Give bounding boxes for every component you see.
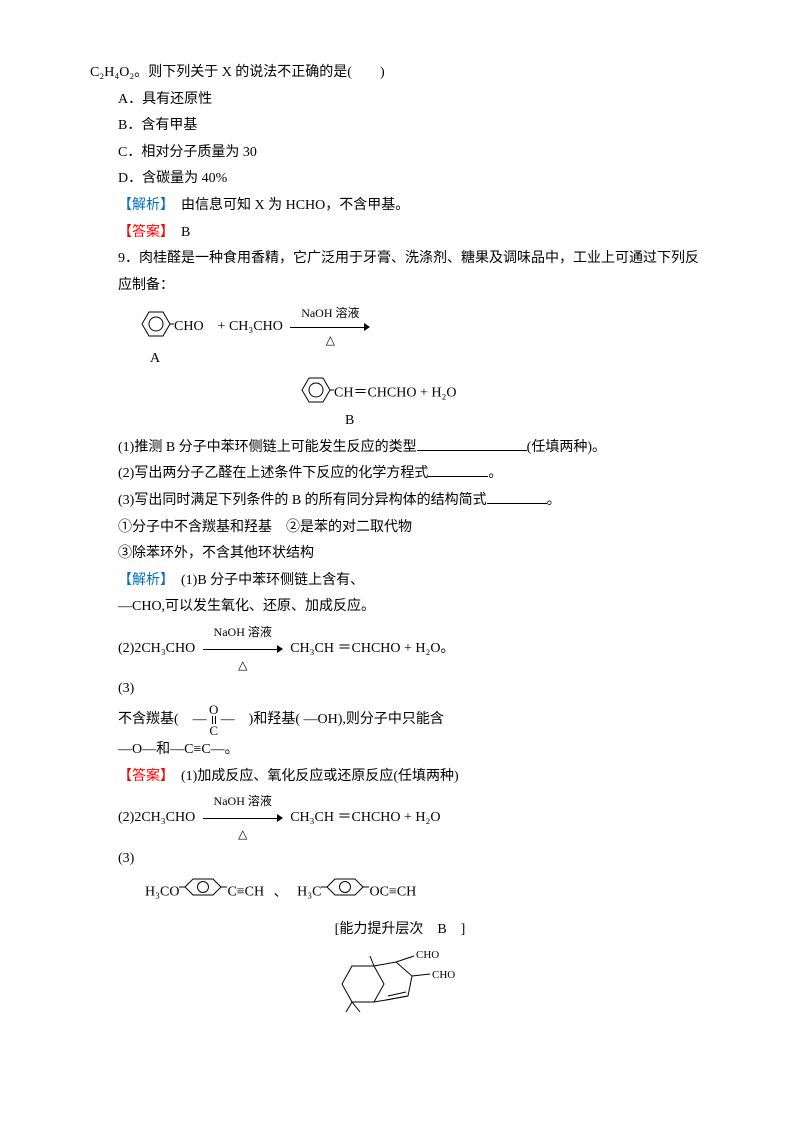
q9-answer-1: 【答案】 (1)加成反应、氧化反应或还原反应(任填两种) — [118, 764, 710, 791]
blank-fill — [428, 462, 488, 477]
q9-analysis-1: 【解析】 (1)B 分子中苯环侧链上含有、 — [118, 568, 710, 595]
para-benzene-icon — [321, 876, 369, 909]
q9-cond1: ①分子中不含羰基和羟基 ②是苯的对二取代物 — [118, 515, 710, 542]
q9-answer-2: (2)2CH₃CHO NaOH 溶液 △ CH₃CH ＝CHCHO + H₂O — [118, 790, 710, 846]
blank-fill — [487, 489, 547, 504]
q9-isomers: H₃CO C≡CH 、 H₃C OC≡CH — [145, 876, 710, 909]
q9-reaction-line1: CHO + CH₃CHO NaOH 溶液 △ — [140, 305, 710, 349]
benzene-icon — [140, 309, 174, 346]
q9-part3: (3)写出同时满足下列条件的 B 的所有同分异构体的结构简式。 — [118, 488, 710, 515]
q8-stem: C₂H₄O₂。则下列关于 X 的说法不正确的是( ) — [90, 60, 710, 87]
cho-label-2: CHO — [432, 969, 455, 981]
q9-analysis-5: 不含羰基( —OC— )和羟基( —OH),则分子中只能含 — [118, 703, 710, 737]
q9-label-a: A — [150, 349, 710, 369]
bicyclic-structure-icon: CHO CHO — [90, 948, 710, 1031]
isomer-left-r: C≡CH — [227, 885, 264, 900]
q9-label-b: B — [345, 411, 710, 431]
q8-analysis: 【解析】 由信息可知 X 为 HCHO，不含甲基。 — [118, 193, 710, 220]
analysis-label: 【解析】 — [118, 573, 167, 588]
q9-reaction-line2: CH＝CHCHO + H₂O — [300, 375, 710, 412]
q8-option-c: C．相对分子质量为 30 — [118, 140, 710, 167]
q9-answer-3: (3) — [118, 846, 710, 873]
page: C₂H₄O₂。则下列关于 X 的说法不正确的是( ) A．具有还原性 B．含有甲… — [0, 0, 800, 1132]
arrow-bot-label: △ — [290, 332, 370, 349]
carbonyl-icon: OC — [209, 703, 219, 737]
analysis-label: 【解析】 — [118, 198, 167, 213]
benzene-icon — [300, 375, 334, 412]
q8-option-d: D．含碳量为 40% — [118, 166, 710, 193]
reagent-formula: CH₃CHO — [229, 319, 283, 334]
q8-option-a: A．具有还原性 — [118, 87, 710, 114]
reaction-arrow-icon: NaOH 溶液 △ — [290, 305, 370, 349]
cho-label-1: CHO — [416, 949, 439, 961]
q9-part1: (1)推测 B 分子中苯环侧链上可能发生反应的类型(任填两种)。 — [118, 435, 710, 462]
q9-cond2: ③除苯环外，不含其他环状结构 — [118, 541, 710, 568]
q8-answer: 【答案】 B — [118, 220, 710, 247]
reactant-a-cho: CHO + — [174, 319, 229, 334]
isomer-right-l: H₃C — [297, 885, 321, 900]
q9-analysis-3: (2)2CH₃CHO NaOH 溶液 △ CH₃CH ＝CHCHO + H₂O。 — [118, 621, 710, 677]
q9-analysis-6: —O—和—C≡C—。 — [118, 737, 710, 764]
q9-part2: (2)写出两分子乙醛在上述条件下反应的化学方程式。 — [118, 461, 710, 488]
answer-text: B — [167, 225, 190, 240]
para-benzene-icon — [179, 876, 227, 909]
arrow-top-label: NaOH 溶液 — [290, 305, 370, 322]
answer-label: 【答案】 — [118, 225, 167, 240]
isomer-sep: 、 — [274, 885, 288, 900]
q8-option-b: B．含有甲基 — [118, 113, 710, 140]
reaction-arrow-icon: NaOH 溶液 △ — [203, 621, 283, 677]
analysis-text: 由信息可知 X 为 HCHO，不含甲基。 — [167, 198, 409, 213]
isomer-left-l: H₃CO — [145, 885, 179, 900]
q9-stem: 9．肉桂醛是一种食用香精，它广泛用于牙膏、洗涤剂、糖果及调味品中，工业上可通过下… — [118, 246, 710, 299]
reaction-arrow-icon: NaOH 溶液 △ — [203, 790, 283, 846]
isomer-right-r: OC≡CH — [369, 885, 416, 900]
level-b-heading: [能力提升层次 B ] — [90, 917, 710, 944]
q9-analysis-4: (3) — [118, 676, 710, 703]
answer-label: 【答案】 — [118, 769, 167, 784]
product-side: CH＝CHCHO + H₂O — [334, 385, 456, 400]
blank-fill — [417, 436, 527, 451]
q9-analysis-2: —CHO,可以发生氧化、还原、加成反应。 — [118, 594, 710, 621]
